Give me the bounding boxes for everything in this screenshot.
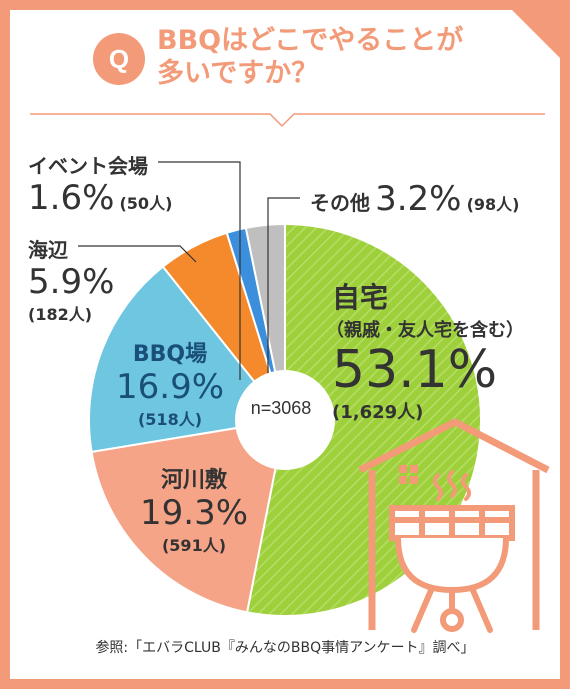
leader-line-event (158, 161, 241, 380)
question-title: BBQはどこでやることが 多いですか？ (157, 24, 537, 90)
label-home-note: （親戚・友人宅を含む） (326, 320, 524, 341)
corner-fold (512, 10, 560, 58)
label-event-venue-count: (50人) (119, 194, 173, 213)
label-bbq-site-name: BBQ場 (132, 342, 208, 367)
leader-line-sea (78, 245, 197, 263)
leader-line-other (267, 197, 300, 380)
smoke-lines (433, 470, 471, 501)
label-other: その他 3.2% (98人) (310, 180, 519, 218)
label-riverbank: 河川敷 19.3% (591人) (140, 462, 248, 556)
label-bbq-site: BBQ場 16.9% (518人) (116, 336, 224, 430)
label-home: 自宅 （親戚・友人宅を含む） 53.1% (1,629人) (326, 276, 524, 424)
label-event-venue: イベント会場 1.6% (50人) (28, 150, 172, 217)
question-badge: Q (93, 33, 145, 85)
question-title-line1: BBQはどこでやることが (157, 25, 464, 56)
pie-slice-1 (90, 418, 287, 614)
house-bbq-grill-icon (358, 418, 550, 630)
label-seaside-count: (182人) (28, 305, 93, 324)
pie-slices (88, 222, 482, 617)
title-divider (30, 113, 545, 128)
label-event-venue-name: イベント会場 (28, 154, 148, 178)
pie-center-hole (235, 370, 335, 470)
label-home-name: 自宅 (332, 281, 389, 314)
label-bbq-site-count: (518人) (137, 410, 203, 429)
grill (389, 505, 515, 633)
label-riverbank-count: (591人) (161, 536, 227, 555)
label-seaside: 海辺 5.9% (182人) (28, 234, 114, 325)
label-seaside-name: 海辺 (28, 238, 68, 262)
label-other-percent: 3.2% (375, 179, 462, 219)
label-other-name: その他 (310, 191, 370, 215)
label-other-count: (98人) (466, 195, 520, 214)
house-window (399, 465, 418, 484)
label-riverbank-name: 河川敷 (161, 468, 228, 493)
label-home-count: (1,629人) (332, 402, 424, 423)
label-event-venue-percent: 1.6% (28, 178, 115, 218)
question-title-line2: 多いですか？ (157, 58, 319, 89)
pie-slice-2 (88, 265, 287, 454)
source-note: 参照:「エバラCLUB『みんなのBBQ事情アンケート』調べ」 (95, 640, 475, 656)
label-event-venue-values: 1.6% (50人) (28, 179, 172, 217)
label-riverbank-percent: 19.3% (140, 493, 249, 533)
label-seaside-percent: 5.9% (28, 262, 115, 302)
label-home-percent: 53.1% (332, 340, 498, 400)
sample-size-label: n=3068 (250, 398, 312, 418)
label-bbq-site-percent: 16.9% (116, 367, 225, 407)
